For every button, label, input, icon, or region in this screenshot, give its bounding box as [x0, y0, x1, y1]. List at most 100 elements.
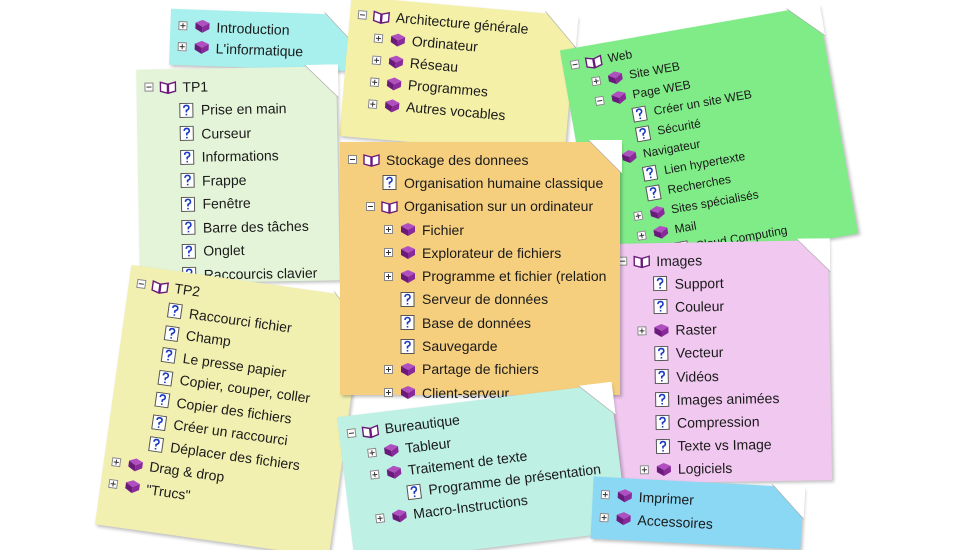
help-page-icon: [631, 105, 648, 123]
tree-row: Web: [569, 12, 815, 74]
help-page-icon: [181, 220, 196, 236]
tree-row: Frappe: [146, 166, 330, 193]
expander: [637, 325, 647, 336]
tree-row: Créer un site WEB: [579, 71, 825, 133]
help-page-icon: [653, 299, 668, 315]
help-page-icon: [654, 345, 669, 362]
expander: [369, 469, 380, 480]
help-page-icon: [179, 102, 194, 118]
tree-item: Prise en main: [200, 100, 287, 118]
book-icon: [388, 55, 404, 69]
book-icon: [386, 76, 402, 90]
open-book-icon: [361, 423, 380, 438]
book-icon: [384, 443, 399, 457]
tree-row: Copier, couper, coller: [123, 361, 344, 414]
tree-row: Champ: [129, 316, 350, 369]
tree-item: Barre des tâches: [202, 217, 309, 236]
tree-note: Introduction L'informatique: [169, 8, 356, 72]
book-icon: [653, 225, 669, 239]
help-page-icon: [655, 415, 670, 431]
tree-row: Couleur: [619, 293, 821, 320]
help-page-icon: [655, 392, 670, 408]
tree-item: Accessoires: [637, 511, 714, 532]
book-icon: [125, 480, 140, 494]
tree-row: Vidéos: [620, 362, 822, 389]
book-icon: [607, 70, 623, 84]
expander: [348, 155, 357, 165]
tree-item: Client-serveur: [422, 384, 510, 401]
tree-item: Raster: [675, 321, 717, 338]
tree-item: Couleur: [674, 297, 725, 315]
help-page-icon: [154, 391, 171, 409]
expander: [369, 76, 380, 87]
open-book-icon: [159, 81, 177, 95]
tree-item: Fichier: [422, 221, 465, 238]
book-icon: [616, 512, 631, 526]
tree-row: Recherches: [593, 150, 839, 212]
tree-item: Informations: [201, 147, 279, 165]
book-icon: [386, 465, 402, 479]
expander: [594, 95, 605, 106]
help-page-icon: [654, 368, 669, 385]
tree-row: Images animées: [620, 385, 822, 412]
open-book-icon: [584, 54, 603, 69]
expander: [367, 447, 378, 458]
tree-row: Compression: [621, 409, 823, 436]
tree-item: Sauvegarde: [422, 338, 498, 355]
tree-item: Partage de fichiers: [422, 361, 539, 378]
expander: [375, 512, 386, 523]
book-icon: [401, 223, 415, 237]
tree-item: Ordinateur: [411, 32, 479, 55]
help-page-icon: [400, 315, 415, 331]
tree-row: Créer un raccourci: [117, 406, 338, 459]
tree-row: Raccourci fichier: [132, 294, 353, 347]
tree-row: Bureautique: [346, 391, 606, 444]
tree-item: Réseau: [409, 54, 459, 75]
tree-row: Fenêtre: [146, 190, 330, 217]
tree-row: Vecteur: [620, 339, 822, 366]
tree-row: Réseau: [353, 47, 564, 87]
tree-item: Vecteur: [675, 344, 724, 362]
tree-item: Imprimer: [638, 488, 695, 508]
help-page-icon: [645, 183, 662, 202]
tree-row: Programme et fichier (relation: [348, 264, 612, 287]
book-icon: [390, 33, 406, 47]
tree-note: Architecture générale Ordinateur Réseau Pro…: [339, 0, 576, 156]
expander: [178, 21, 188, 31]
tree-note: Bureautique Tableur Traitement de texte Pro…: [337, 384, 628, 550]
expander: [373, 33, 384, 43]
tree-item: Frappe: [201, 171, 247, 189]
tree-row: Navigateur: [586, 111, 832, 173]
tree-row: Serveur de données: [348, 288, 612, 311]
tree-item: L'informatique: [215, 39, 304, 59]
book-icon: [656, 462, 671, 476]
tree-title: Web: [606, 47, 634, 66]
tree-item: Vidéos: [676, 367, 719, 385]
expander: [590, 75, 602, 86]
book-icon: [195, 19, 210, 33]
tree-row: Organisation humaine classique: [348, 171, 612, 194]
tree-item: Serveur de données: [422, 291, 549, 308]
help-page-icon: [406, 483, 422, 500]
book-icon: [128, 458, 144, 472]
help-page-icon: [179, 126, 194, 142]
book-icon: [194, 40, 209, 54]
book-icon: [621, 149, 637, 163]
tree-row: Stockage des donnees: [348, 148, 612, 171]
help-page-icon: [180, 196, 196, 212]
expander: [636, 229, 647, 241]
tree-row: Tableur: [348, 413, 608, 466]
open-book-icon: [381, 200, 398, 214]
expander: [599, 512, 609, 523]
expander: [384, 271, 393, 281]
tree-row: Sauvegarde: [348, 334, 612, 357]
tree-row: Sécurité: [583, 91, 829, 153]
tree-row: Macro-Instructions: [356, 478, 616, 531]
open-book-icon: [363, 154, 380, 168]
tree-item: Curseur: [201, 124, 252, 142]
tree-item: Autres vocables: [405, 98, 507, 124]
tree-row: Onglet: [147, 237, 331, 264]
help-page-icon: [181, 243, 196, 259]
tree-row: Informations: [145, 143, 329, 170]
tree-row: Le presse papier: [126, 339, 347, 392]
